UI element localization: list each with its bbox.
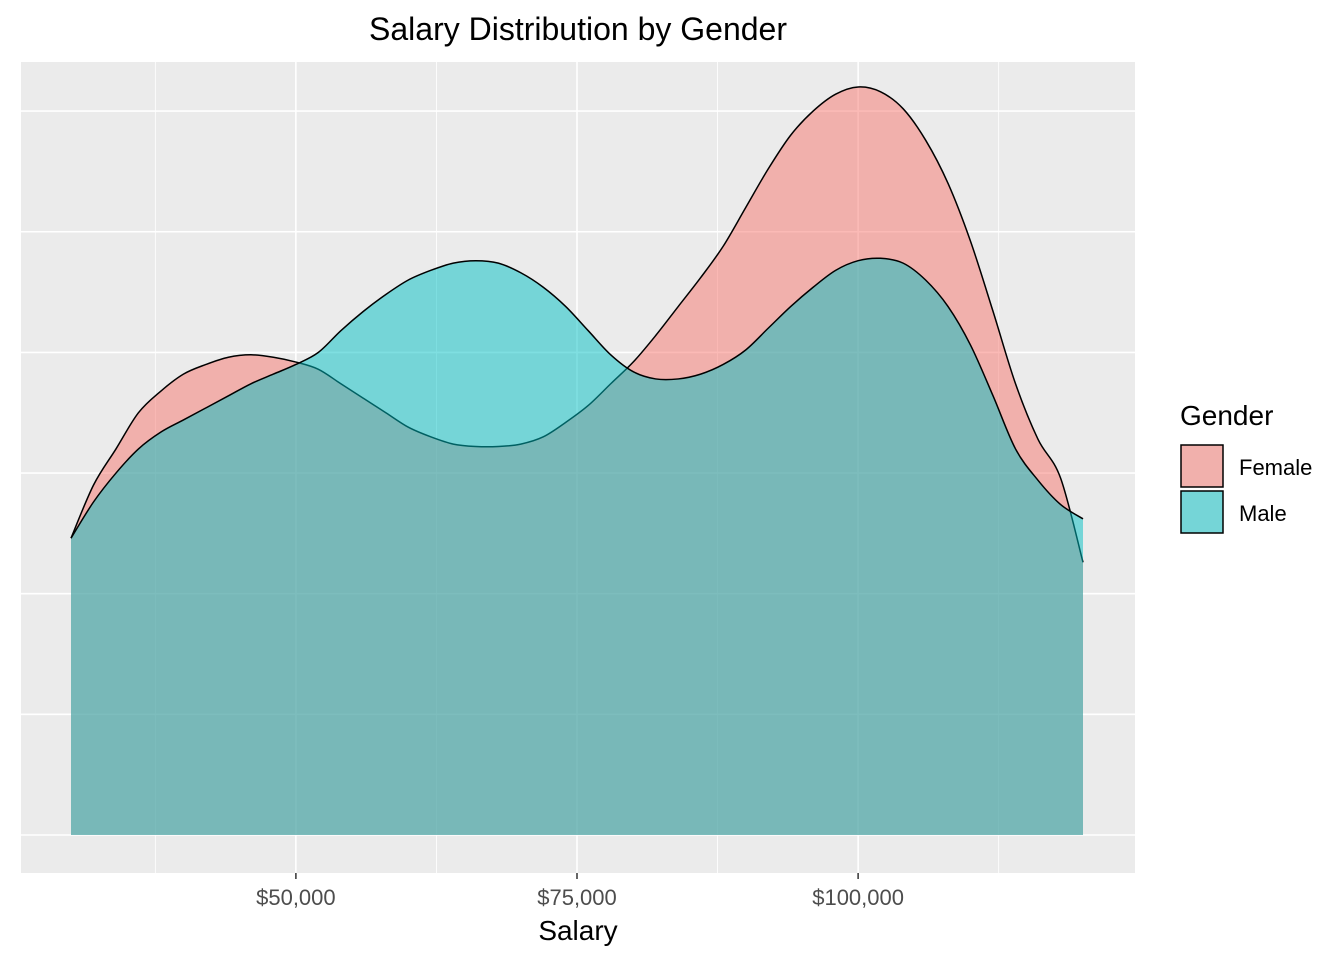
legend-entries: Female Male	[1180, 444, 1312, 534]
x-axis-ticks: $50,000 $75,000 $100,000	[256, 873, 904, 910]
legend-swatch-male	[1180, 490, 1224, 534]
density-area-male	[71, 258, 1083, 835]
legend-label-male: Male	[1239, 501, 1287, 526]
legend: Gender Female Male	[1180, 400, 1312, 534]
legend-swatch-female	[1180, 444, 1224, 488]
x-axis-title: Salary	[538, 915, 617, 946]
density-areas	[70, 86, 1084, 836]
density-outline-male	[70, 257, 1084, 539]
x-tick-label: $100,000	[812, 885, 904, 910]
legend-label-female: Female	[1239, 455, 1312, 480]
chart-title: Salary Distribution by Gender	[369, 11, 787, 47]
x-tick-label: $75,000	[537, 885, 617, 910]
x-tick-label: $50,000	[256, 885, 336, 910]
legend-title: Gender	[1180, 400, 1273, 431]
